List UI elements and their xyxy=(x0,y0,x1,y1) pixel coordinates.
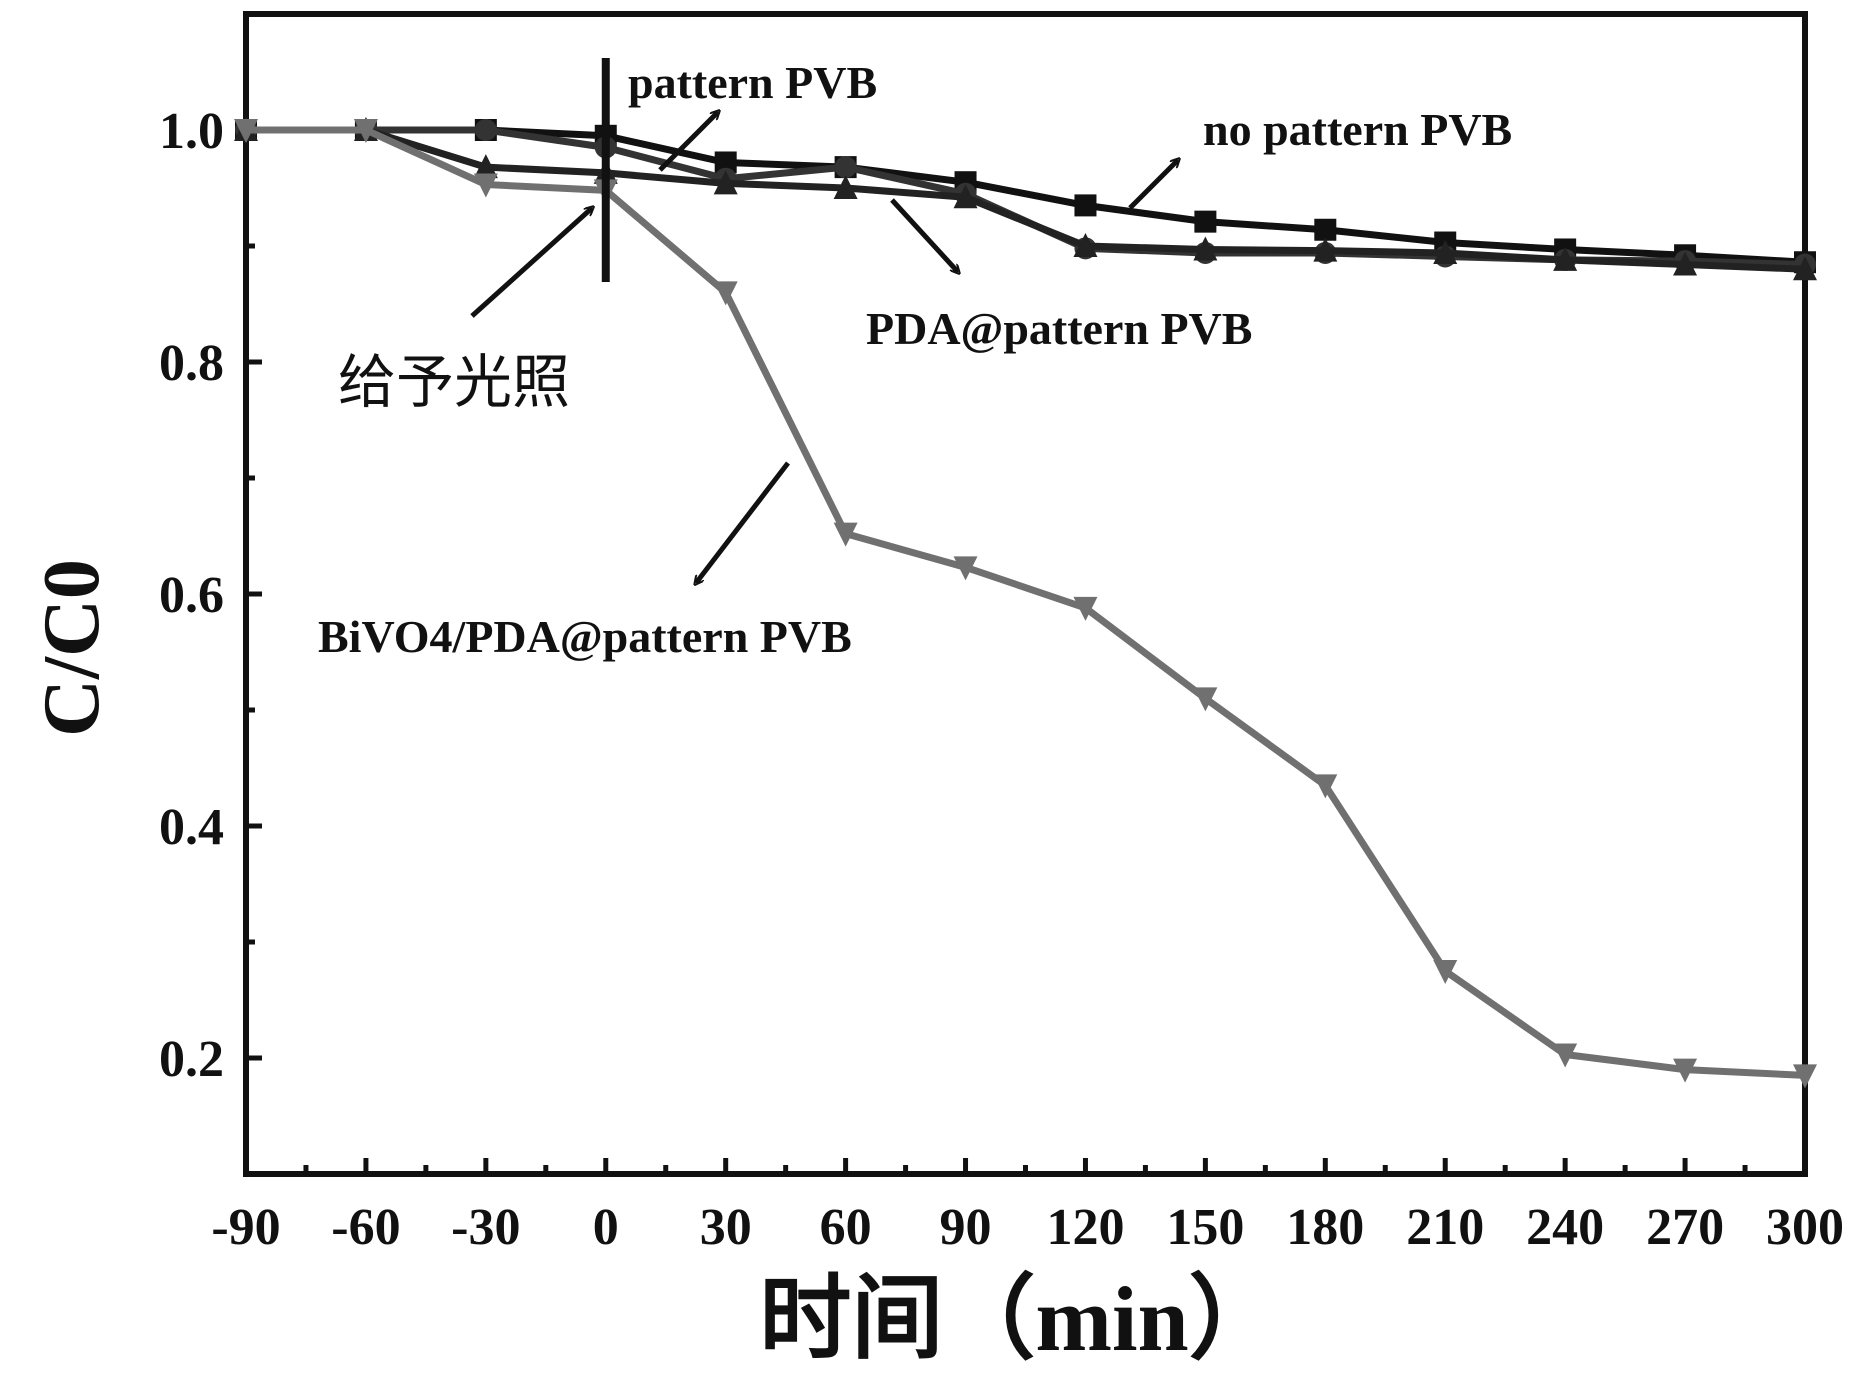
annotation-pda-pattern-pvb: PDA@pattern PVB xyxy=(866,303,1252,354)
x-tick-label: 240 xyxy=(1526,1199,1604,1256)
x-tick-label: 210 xyxy=(1406,1199,1484,1256)
x-tick-label: 300 xyxy=(1766,1199,1844,1256)
y-tick-label: 0.2 xyxy=(159,1031,224,1088)
arrow-pattern-pvb xyxy=(658,112,718,172)
x-tick-label: -60 xyxy=(331,1199,400,1256)
annotation-bivo4-pda-pattern-pvb-text: BiVO4/PDA@pattern PVB xyxy=(318,611,852,662)
series-2 xyxy=(234,117,1817,281)
plot-frame xyxy=(243,11,1808,1177)
x-axis-title: 时间（min） xyxy=(759,1268,1280,1370)
x-tick-label: 270 xyxy=(1646,1199,1724,1256)
annotation-light-on: 给予光照 xyxy=(338,348,570,416)
data-point-0 xyxy=(714,151,737,174)
arrow-pda-pattern-pvb xyxy=(890,198,958,272)
annotations: pattern PVB no pattern PVB PDA@pattern P… xyxy=(318,57,1512,662)
data-point-3 xyxy=(353,119,378,143)
arrow-bivo4 xyxy=(696,461,790,583)
x-tick-label: 60 xyxy=(820,1199,872,1256)
series-0 xyxy=(235,119,1816,274)
data-point-2 xyxy=(1673,251,1698,276)
data-point-2 xyxy=(1313,237,1338,262)
series-line-2 xyxy=(246,126,1806,273)
arrow-light-on xyxy=(470,208,592,318)
annotation-pattern-pvb: pattern PVB xyxy=(628,57,877,108)
data-point-1 xyxy=(834,156,857,179)
data-point-2 xyxy=(1193,236,1218,261)
data-point-2 xyxy=(473,154,498,179)
data-point-3 xyxy=(713,281,738,306)
plot-area xyxy=(243,11,1808,1177)
data-point-0 xyxy=(1074,194,1097,217)
data-point-3 xyxy=(234,119,258,143)
data-point-0 xyxy=(1194,210,1217,233)
data-point-2 xyxy=(1073,233,1098,257)
x-tick-label: 120 xyxy=(1046,1199,1124,1256)
x-tick-label: 30 xyxy=(700,1199,752,1256)
series-line-3 xyxy=(246,126,1806,1079)
y-tick-label: 0.4 xyxy=(159,799,224,856)
data-point-3 xyxy=(833,522,858,547)
series-layer xyxy=(234,117,1817,1089)
data-point-2 xyxy=(953,184,978,209)
y-tick-label: 0.8 xyxy=(159,335,224,392)
data-point-3 xyxy=(1193,687,1218,712)
annotation-no-pattern-pvb: no pattern PVB xyxy=(1203,104,1512,155)
axis-tick-labels: -90 -60 -30 0 30 60 90 120 150 180 210 240 270 300 0.2… xyxy=(159,103,1844,1256)
y-tick-label: 0.6 xyxy=(159,567,224,624)
y-tick-label: 1.0 xyxy=(159,103,224,160)
data-point-2 xyxy=(713,170,738,195)
x-tick-label: -90 xyxy=(211,1199,280,1256)
annotation-bivo4-pda-pattern-pvb: BiVO4/PDA@pattern PVB xyxy=(318,611,852,662)
data-point-0 xyxy=(1314,218,1337,241)
y-axis-title: C/C0 xyxy=(28,559,116,737)
x-tick-label: 150 xyxy=(1166,1199,1244,1256)
data-point-3 xyxy=(1673,1058,1698,1083)
arrow-no-pattern-pvb xyxy=(1128,160,1178,210)
axis-ticks xyxy=(243,127,1808,1177)
data-point-3 xyxy=(1433,960,1458,984)
data-point-2 xyxy=(1793,256,1817,281)
data-point-3 xyxy=(473,173,498,198)
data-point-1 xyxy=(474,119,497,141)
data-point-3 xyxy=(1313,774,1338,799)
x-tick-label: 0 xyxy=(593,1199,619,1256)
data-point-3 xyxy=(1073,596,1098,621)
x-tick-label: 90 xyxy=(940,1199,992,1256)
data-point-2 xyxy=(1433,239,1458,264)
x-tick-label: -30 xyxy=(451,1199,520,1256)
data-point-2 xyxy=(833,175,858,199)
data-point-2 xyxy=(1553,246,1578,271)
data-point-3 xyxy=(1793,1064,1817,1089)
series-3 xyxy=(234,119,1817,1089)
data-point-3 xyxy=(953,556,978,581)
data-point-3 xyxy=(1553,1043,1578,1068)
x-tick-label: 180 xyxy=(1286,1199,1364,1256)
